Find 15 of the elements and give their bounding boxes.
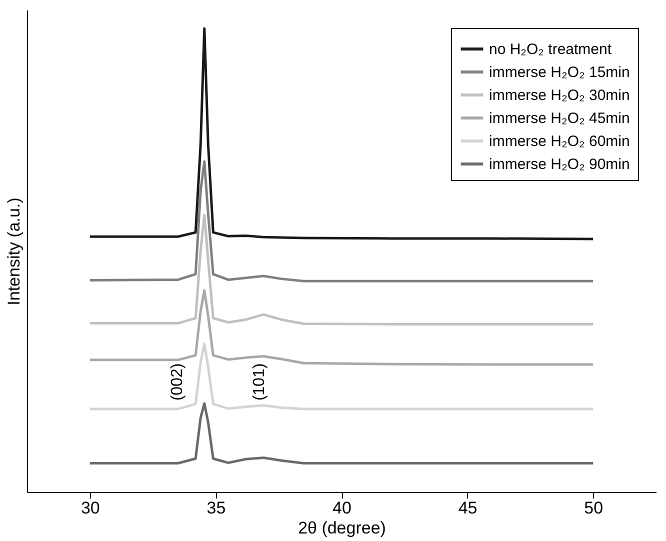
- legend-label: no H₂O₂ treatment: [489, 41, 612, 58]
- x-axis-title: 2θ (degree): [298, 518, 386, 538]
- annotation: (101): [251, 363, 268, 401]
- annotation: (002): [169, 363, 186, 401]
- legend-label: immerse H₂O₂ 45min: [489, 110, 630, 127]
- x-tick-label: 45: [458, 498, 478, 518]
- legend-label: immerse H₂O₂ 90min: [489, 156, 630, 173]
- x-tick-label: 40: [332, 498, 352, 518]
- x-tick-label: 30: [80, 498, 100, 518]
- legend-label: immerse H₂O₂ 15min: [489, 64, 630, 81]
- legend-label: immerse H₂O₂ 30min: [489, 87, 630, 104]
- legend-label: immerse H₂O₂ 60min: [489, 133, 630, 150]
- x-tick-label: 35: [206, 498, 226, 518]
- y-axis-title: Intensity (a.u.): [4, 198, 24, 306]
- x-tick-label: 50: [584, 498, 604, 518]
